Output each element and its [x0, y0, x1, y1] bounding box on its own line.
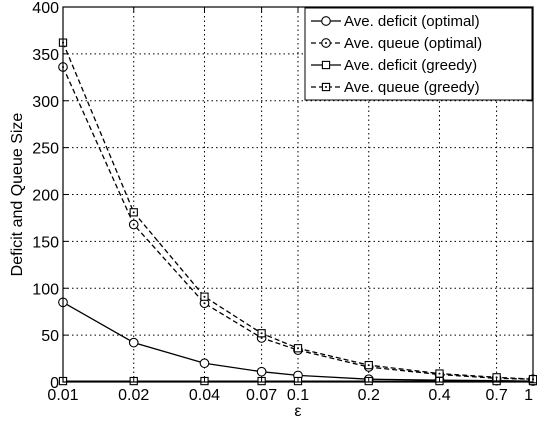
legend-item: Ave. deficit (optimal) [311, 13, 480, 30]
series-1 [58, 297, 537, 386]
legend-item: Ave. deficit (greedy) [311, 57, 477, 74]
y-tick-label: 400 [32, 0, 59, 17]
y-tick-label: 50 [41, 328, 59, 345]
x-axis-title: ε [294, 403, 301, 420]
legend-label: Ave. queue (greedy) [344, 79, 480, 96]
y-tick-label: 300 [32, 94, 59, 111]
y-tick-label: 200 [32, 188, 59, 205]
marker-center-dot [325, 86, 327, 88]
legend-item: Ave. queue (greedy) [311, 79, 480, 96]
marker-center-dot [132, 211, 135, 214]
circle-marker [256, 366, 267, 377]
x-tick-label: 1 [524, 387, 533, 404]
circle-marker [321, 16, 331, 26]
x-tick-label: 0.01 [47, 387, 78, 404]
ticks: 0.01 0.02 0.04 0.07 0.1 0.2 0.4 0.7 1 0 50 100 150 20… [32, 0, 534, 404]
x-tick-label: 0.04 [189, 387, 220, 404]
marker-center-dot [203, 295, 206, 298]
legend-label: Ave. deficit (greedy) [344, 57, 477, 74]
x-tick-label: 0.1 [287, 387, 309, 404]
legend-box [304, 7, 533, 101]
square-marker [321, 60, 331, 70]
y-tick-label: 100 [32, 281, 59, 298]
x-tick-label: 0.2 [358, 387, 380, 404]
y-axis-title: Deficit and Queue Size [9, 113, 26, 277]
marker-center-dot [438, 372, 441, 375]
marker-center-dot [367, 364, 370, 367]
x-tick-label: 0.4 [428, 387, 450, 404]
legend-label: Ave. deficit (optimal) [344, 13, 480, 30]
marker-center-dot [325, 42, 327, 44]
legend-label: Ave. queue (optimal) [344, 35, 482, 52]
legend-item: Ave. queue (optimal) [311, 35, 482, 52]
y-tick-label: 350 [32, 47, 59, 64]
marker-center-dot [260, 336, 263, 339]
circle-marker [128, 337, 139, 348]
marker-center-dot [260, 332, 263, 335]
y-tick-label: 150 [32, 234, 59, 251]
x-tick-label: 0.07 [246, 387, 277, 404]
y-tick-label: 250 [32, 141, 59, 158]
y-tick-label: 0 [50, 375, 59, 392]
marker-center-dot [132, 223, 135, 226]
x-tick-label: 0.7 [485, 387, 507, 404]
circle-marker [199, 358, 210, 369]
legend: Ave. deficit (optimal) Ave. queue (optima… [304, 7, 533, 101]
x-tick-label: 0.02 [118, 387, 149, 404]
marker-center-dot [203, 302, 206, 305]
marker-center-dot [297, 347, 299, 350]
